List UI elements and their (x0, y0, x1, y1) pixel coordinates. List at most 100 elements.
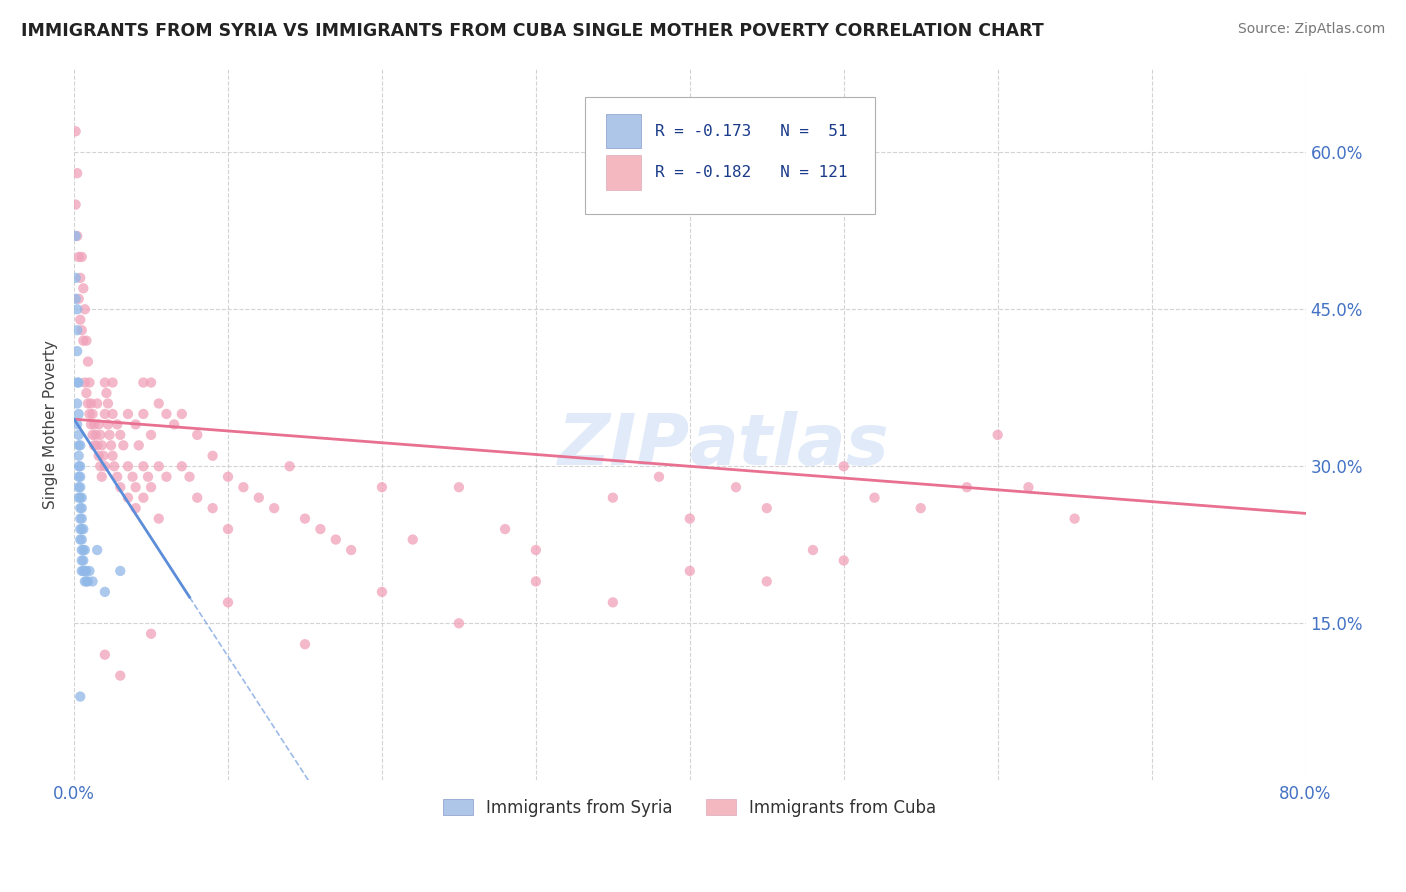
Point (87, 417, 110, 432)
Point (90, 438, 112, 452)
Point (309, 522, 332, 536)
Point (69, 469, 91, 483)
Point (247, 491, 270, 505)
Point (97, 396, 120, 410)
Point (80, 396, 103, 410)
Point (602, 491, 624, 505)
Point (65, 197, 87, 211)
Point (278, 459, 301, 474)
Point (69, 522, 91, 536)
Point (1017, 480, 1039, 494)
Point (69, 533, 91, 547)
Point (201, 501, 224, 516)
Point (402, 533, 425, 547)
Point (117, 407, 139, 421)
Point (73, 302, 96, 317)
Point (139, 480, 162, 494)
Text: atlas: atlas (690, 411, 890, 480)
Point (67, 428, 90, 442)
Point (72, 281, 94, 295)
Point (72, 553, 94, 567)
Point (217, 469, 239, 483)
Legend: Immigrants from Syria, Immigrants from Cuba: Immigrants from Syria, Immigrants from C… (434, 790, 945, 825)
Point (66, 376, 89, 390)
Point (103, 459, 125, 474)
Point (124, 417, 146, 432)
Point (69, 480, 91, 494)
Point (70, 501, 93, 516)
Point (86, 396, 108, 410)
Point (186, 428, 208, 442)
Point (987, 428, 1010, 442)
Point (132, 407, 155, 421)
Point (65, 292, 87, 306)
Point (124, 480, 146, 494)
Point (263, 501, 285, 516)
Point (66, 417, 89, 432)
Text: IMMIGRANTS FROM SYRIA VS IMMIGRANTS FROM CUBA SINGLE MOTHER POVERTY CORRELATION : IMMIGRANTS FROM SYRIA VS IMMIGRANTS FROM… (21, 22, 1043, 40)
Point (69, 438, 91, 452)
FancyBboxPatch shape (606, 155, 641, 189)
Point (84, 428, 107, 442)
Point (73, 376, 96, 390)
Point (67, 376, 90, 390)
Text: Source: ZipAtlas.com: Source: ZipAtlas.com (1237, 22, 1385, 37)
Y-axis label: Single Mother Poverty: Single Mother Poverty (44, 340, 58, 508)
Point (77, 396, 100, 410)
Point (132, 491, 155, 505)
FancyBboxPatch shape (606, 114, 641, 148)
Point (105, 417, 128, 432)
Point (101, 449, 124, 463)
Point (110, 480, 132, 494)
Point (67, 250, 90, 264)
Point (294, 637, 316, 651)
Text: R = -0.173   N =  51: R = -0.173 N = 51 (655, 124, 848, 138)
Point (96, 386, 118, 401)
Point (101, 376, 124, 390)
Point (77, 354, 100, 368)
Point (755, 501, 778, 516)
Point (755, 574, 778, 589)
Point (325, 533, 347, 547)
Point (69, 511, 91, 525)
Point (72, 334, 94, 348)
Point (110, 668, 132, 682)
Point (82, 428, 104, 442)
Point (524, 574, 547, 589)
Point (217, 522, 239, 536)
Point (602, 595, 624, 609)
Point (72, 564, 94, 578)
Point (94, 459, 117, 474)
Point (67, 407, 90, 421)
Point (73, 574, 96, 589)
Point (724, 480, 747, 494)
Point (66, 344, 89, 359)
Point (139, 428, 162, 442)
Point (201, 449, 224, 463)
Point (72, 522, 94, 536)
Point (89, 428, 111, 442)
Point (956, 480, 979, 494)
Point (70, 543, 93, 558)
Point (124, 501, 146, 516)
Point (65, 229, 87, 244)
Point (69, 459, 91, 474)
Point (69, 312, 91, 326)
Point (70, 564, 93, 578)
Point (82, 407, 104, 421)
Point (83, 438, 105, 452)
Point (117, 459, 139, 474)
Point (66, 302, 89, 317)
Point (679, 564, 702, 578)
Point (101, 407, 124, 421)
Point (75, 386, 97, 401)
Point (132, 459, 155, 474)
Point (112, 438, 135, 452)
Point (148, 511, 170, 525)
Point (94, 407, 117, 421)
Point (69, 271, 91, 285)
Point (139, 376, 162, 390)
Point (89, 459, 111, 474)
Point (524, 543, 547, 558)
Point (80, 417, 103, 432)
